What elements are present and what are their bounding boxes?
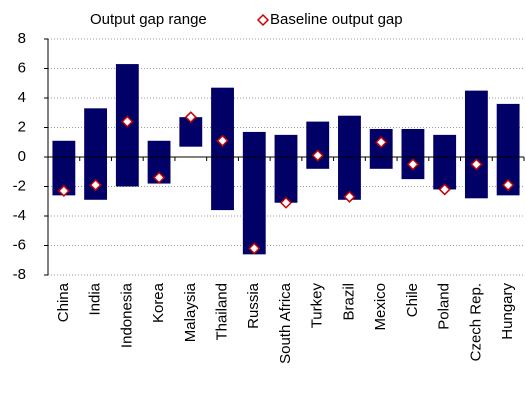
baseline-marker — [216, 134, 229, 147]
range-bar — [433, 134, 457, 190]
x-tick-label: Malaysia — [182, 282, 199, 342]
baseline-marker — [153, 171, 166, 184]
range-bar — [52, 140, 76, 196]
y-tick-label: -2 — [13, 177, 26, 194]
legend-label: Baseline output gap — [270, 11, 403, 28]
baseline-marker — [121, 115, 134, 128]
baseline-marker — [502, 178, 515, 192]
baseline-marker — [89, 178, 102, 192]
x-tick-label: Hungary — [499, 283, 516, 340]
x-tick-label: Thailand — [214, 283, 231, 341]
x-tick-label: Korea — [150, 282, 167, 323]
range-bar — [179, 117, 203, 147]
baseline-marker — [57, 184, 70, 197]
range-bar — [84, 108, 108, 200]
range-bar — [464, 90, 488, 199]
x-tick-label: Russia — [245, 282, 262, 329]
baseline-marker — [406, 158, 419, 171]
range-bar — [496, 103, 520, 196]
x-tick-label: Mexico — [372, 283, 389, 331]
x-tick-label: Czech Rep. — [467, 283, 484, 361]
range-bar — [369, 128, 393, 169]
baseline-marker — [184, 111, 197, 124]
range-bar — [147, 140, 171, 184]
y-tick-label: 2 — [18, 118, 26, 135]
x-tick-label: Chile — [404, 283, 421, 317]
y-tick-label: -6 — [13, 236, 26, 253]
x-tick-label: South Africa — [277, 282, 294, 364]
range-bar — [306, 121, 330, 169]
y-tick-label: 4 — [18, 89, 26, 106]
range-bar — [242, 131, 266, 255]
baseline-marker — [279, 196, 293, 209]
x-tick-label: Poland — [436, 283, 453, 330]
x-tick-label: Brazil — [340, 283, 357, 321]
baseline-marker — [248, 242, 261, 255]
y-tick-label: 6 — [18, 59, 26, 76]
y-tick-label: -8 — [13, 266, 26, 283]
legend-label: Output gap range — [90, 11, 207, 28]
baseline-marker — [311, 149, 324, 162]
y-tick-label: -4 — [13, 207, 26, 224]
baseline-marker — [375, 136, 388, 149]
x-tick-label: India — [87, 282, 104, 315]
range-bar — [211, 87, 234, 211]
x-tick-label: Indonesia — [118, 282, 135, 348]
x-tick-label: China — [55, 282, 72, 322]
legend-marker — [256, 13, 270, 27]
y-tick-label: 8 — [18, 30, 26, 47]
range-bar — [274, 134, 298, 203]
x-tick-label: Turkey — [309, 283, 326, 329]
baseline-marker — [470, 158, 483, 171]
range-bar — [401, 128, 425, 180]
baseline-marker — [438, 183, 451, 196]
y-tick-label: 0 — [18, 148, 26, 165]
range-bar — [338, 115, 361, 200]
baseline-marker — [343, 190, 356, 203]
